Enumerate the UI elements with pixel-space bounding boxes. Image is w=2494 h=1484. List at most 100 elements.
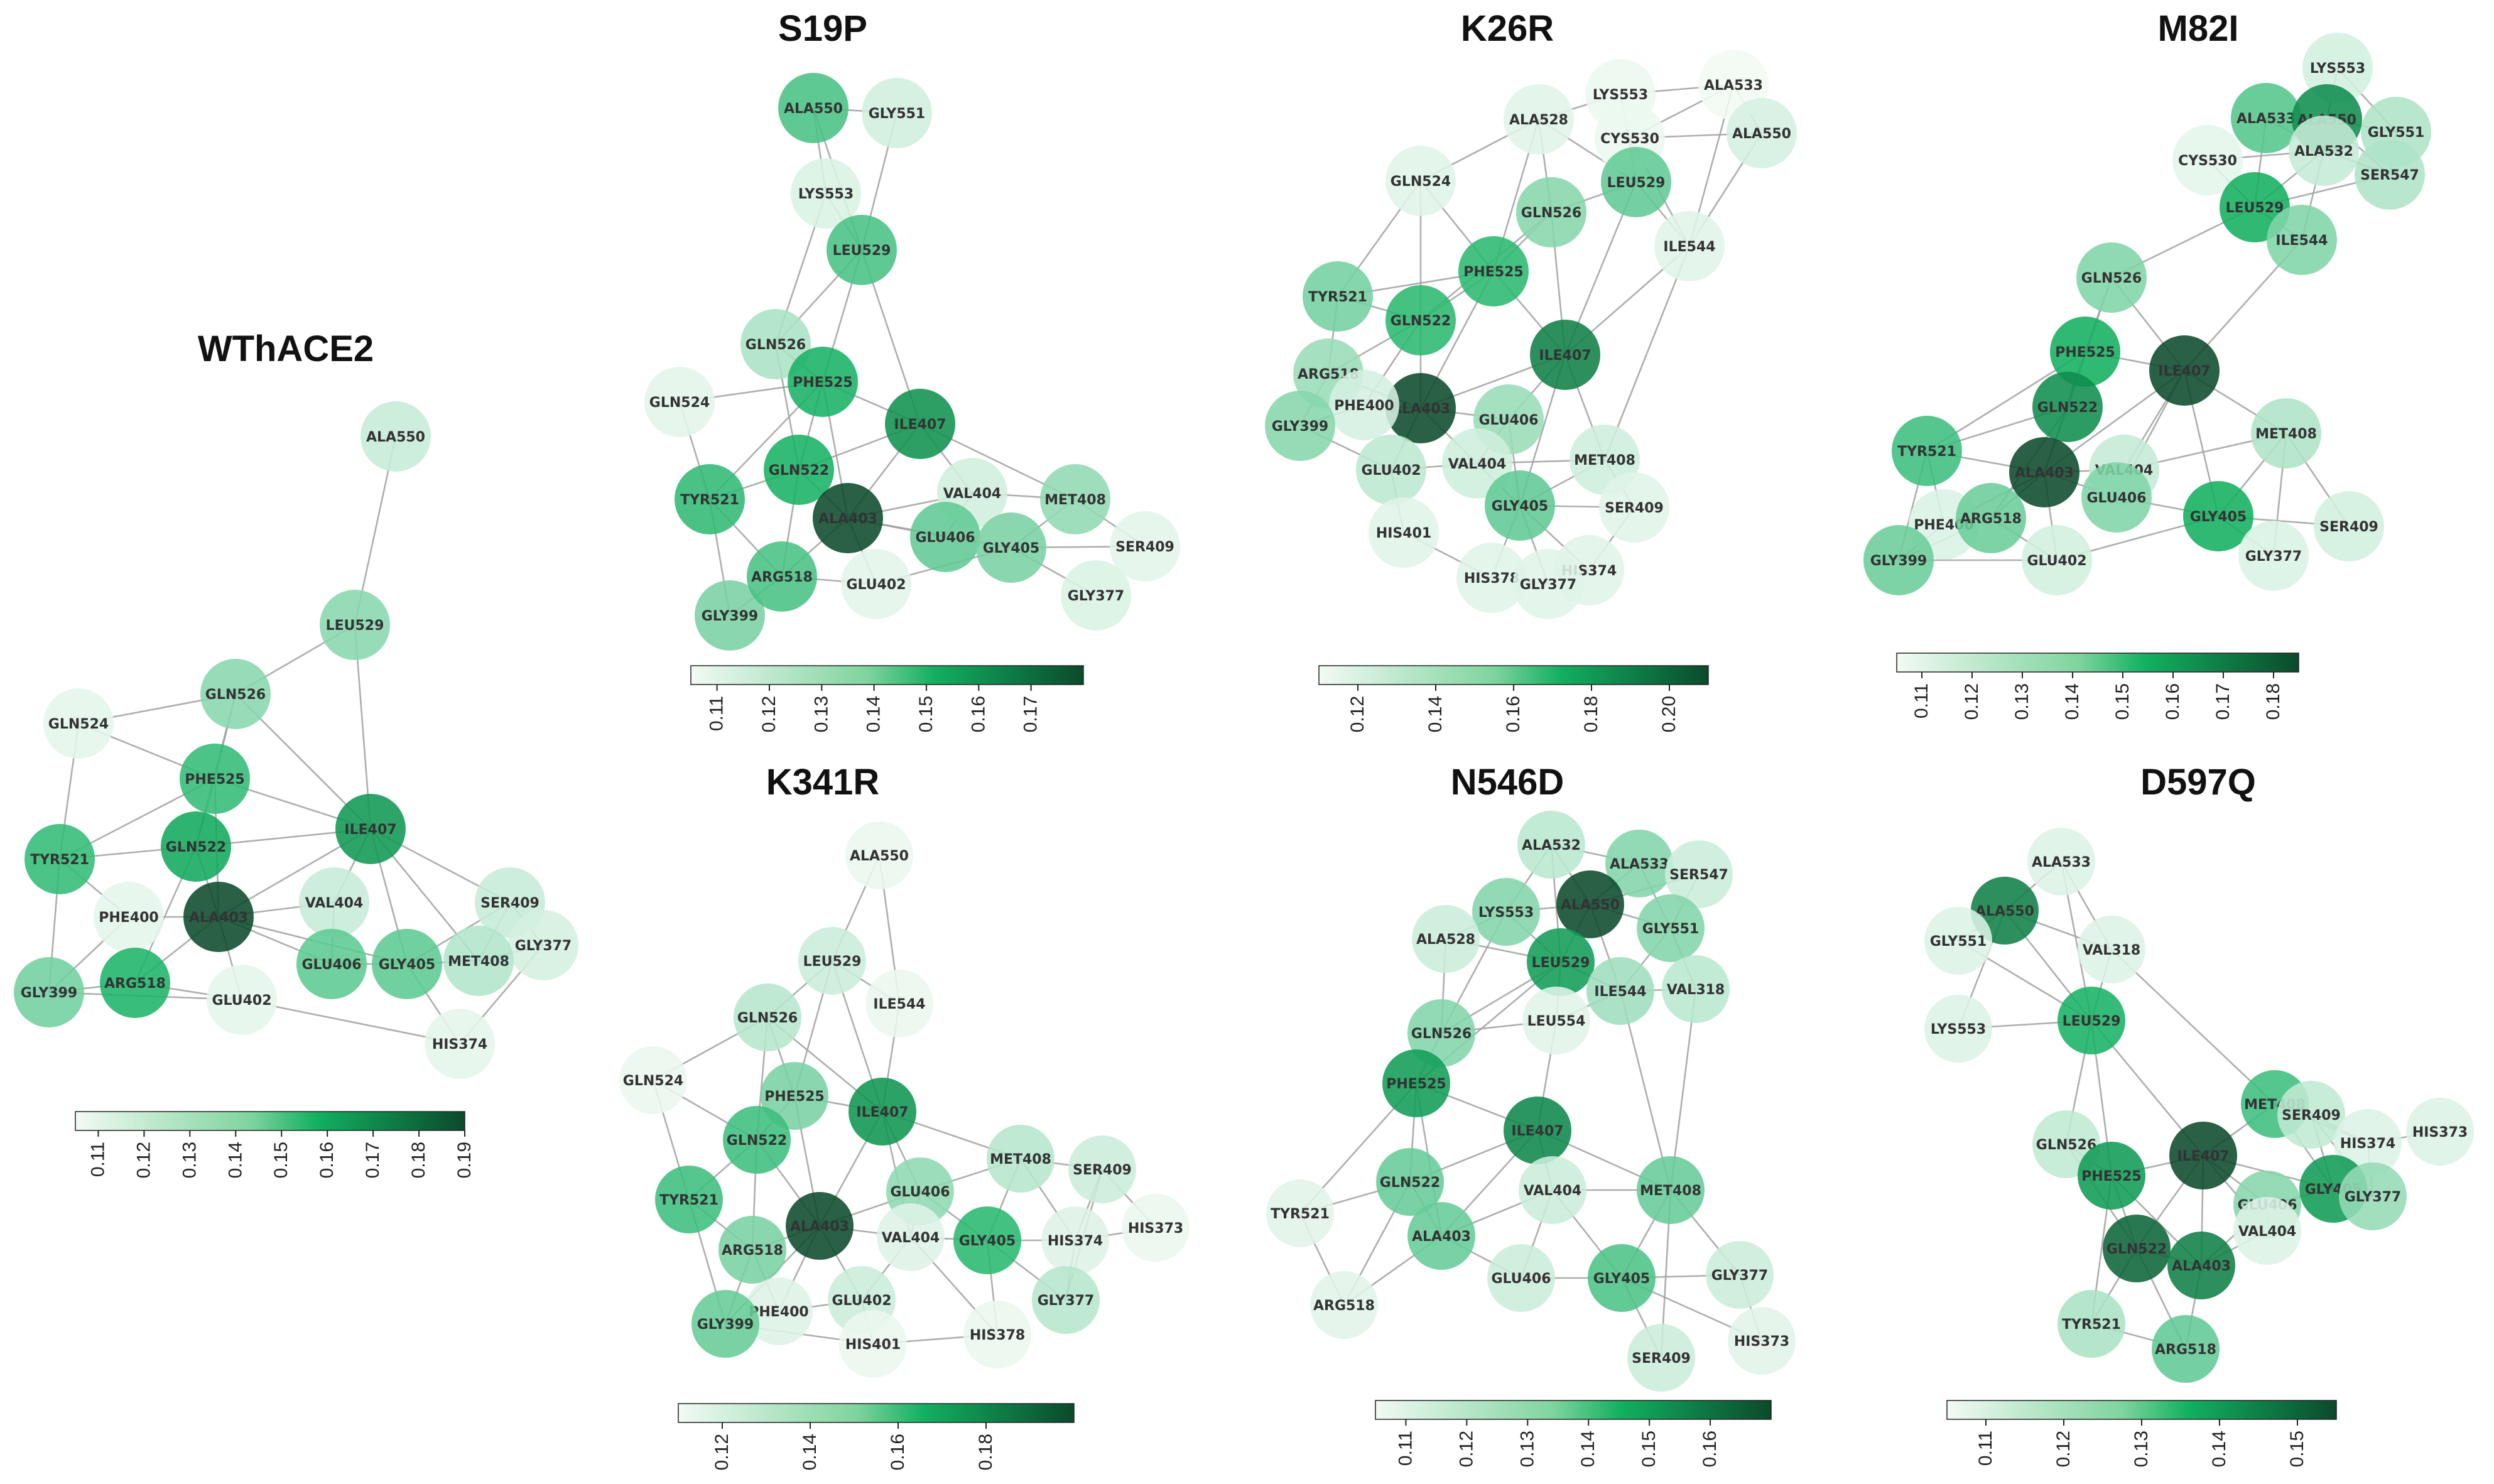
node-circle: [1892, 416, 1962, 486]
node-leu529: LEU529: [827, 215, 897, 285]
panel-title-k341r: K341R: [766, 762, 880, 803]
panel-k26r: K26R LYS553 ALA533 ALA528 CYS530 ALA550 GLN524…: [1265, 8, 1797, 732]
node-circle: [619, 1046, 687, 1114]
node-gly405: GLY405: [2183, 481, 2253, 551]
node-label: LEU529: [803, 954, 862, 970]
node-tyr521: TYR521: [1303, 261, 1373, 332]
node-circle: [372, 929, 442, 999]
node-circle: [1530, 320, 1600, 390]
node-label: GLU402: [846, 577, 906, 593]
node-circle: [841, 549, 911, 619]
node-phe525: PHE525: [1382, 1049, 1450, 1117]
node-label: ARG518: [1960, 511, 2022, 527]
node-phe525: PHE525: [2050, 317, 2120, 387]
edge-GLU402-HIS374: [241, 999, 460, 1045]
node-circle: [1605, 830, 1673, 897]
node-ser409: SER409: [1627, 1324, 1695, 1392]
node-label: MET408: [1044, 492, 1106, 508]
colorbar-tick-label: 0.13: [2012, 683, 2032, 720]
node-circle: [655, 1166, 723, 1233]
node-gln522: GLN522: [161, 811, 231, 882]
node-label: GLU406: [915, 530, 975, 546]
node-label: GLN526: [745, 337, 806, 353]
node-label: ALA533: [2032, 855, 2091, 870]
node-ile407: ILE407: [1530, 320, 1600, 390]
node-circle: [2172, 125, 2243, 195]
node-label: HIS374: [432, 1037, 487, 1053]
node-circle: [1485, 470, 1555, 541]
colorbar-tick-label: 0.11: [707, 696, 727, 731]
node-circle: [740, 309, 811, 379]
node-circle: [425, 1009, 495, 1079]
node-label: PHE525: [1463, 264, 1524, 280]
node-label: GLY551: [1642, 921, 1700, 937]
node-label: ILE407: [856, 1105, 908, 1120]
node-label: ALA403: [818, 511, 877, 527]
node-label: GLN526: [2036, 1137, 2096, 1153]
node-label: TYR521: [1271, 1206, 1330, 1222]
node-circle: [695, 580, 765, 651]
node-label: LEU529: [2226, 200, 2284, 216]
node-label: GLU402: [2027, 553, 2086, 569]
node-label: ILE544: [2275, 233, 2328, 249]
node-label: ARG518: [104, 976, 166, 992]
node-circle: [862, 78, 932, 148]
node-gln526: GLN526: [1516, 177, 1586, 247]
node-lys553: LYS553: [1924, 995, 1992, 1063]
node-label: VAL404: [1524, 1183, 1582, 1199]
node-label: GLN526: [1411, 1026, 1472, 1042]
node-label: VAL318: [1667, 982, 1725, 998]
node-label: GLY405: [2190, 509, 2247, 525]
node-tyr521: TYR521: [1266, 1179, 1334, 1247]
node-circle: [1637, 894, 1705, 962]
node-circle: [778, 73, 849, 143]
node-circle: [839, 1310, 907, 1378]
colorbar-tick-label: 0.17: [1021, 696, 1041, 732]
node-circle: [845, 821, 913, 889]
panel-title-m82i: M82I: [2158, 8, 2239, 49]
node-label: LEU554: [1527, 1014, 1586, 1029]
node-circle: [2183, 481, 2253, 551]
node-gly405: GLY405: [1485, 470, 1555, 541]
node-label: GLY405: [1593, 1271, 1651, 1287]
colorbar-tick-label: 0.19: [454, 1142, 475, 1178]
node-gly377: GLY377: [1032, 1266, 1100, 1334]
nodes-wt: ALA550 LEU529 GLN526 GLN524 PHE525 ILE407 TYR5…: [14, 401, 578, 1079]
node-label: ALA533: [2236, 111, 2296, 127]
node-circle: [1407, 1202, 1475, 1270]
colorbar-tick-label: 0.14: [1578, 1431, 1598, 1467]
edge-ILE544-MET408: [1603, 246, 1691, 460]
node-circle: [2251, 398, 2321, 468]
node-label: LEU529: [833, 243, 891, 259]
node-circle: [1654, 211, 1725, 281]
node-ala403: ALA403: [183, 882, 254, 952]
node-circle: [877, 1203, 945, 1271]
node-circle: [1956, 483, 2026, 553]
node-circle: [2406, 1098, 2474, 1166]
node-arg518: ARG518: [2152, 1315, 2220, 1383]
node-label: GLU406: [2086, 490, 2146, 506]
colorbar-tick-label: 0.16: [1700, 1431, 1720, 1467]
node-ser547: SER547: [2355, 139, 2425, 210]
node-gln526: GLN526: [1407, 999, 1475, 1067]
node-circle: [734, 983, 801, 1051]
node-label: ALA550: [1732, 126, 1791, 142]
colorbar-tick-label: 0.16: [1503, 696, 1524, 732]
node-circle: [2169, 1122, 2237, 1189]
node-circle: [100, 948, 170, 1018]
node-circle: [1728, 1307, 1796, 1375]
node-label: ILE407: [894, 417, 946, 433]
node-gln524: GLN524: [1385, 146, 1456, 216]
node-phe525: PHE525: [2078, 1142, 2145, 1210]
node-circle: [2231, 83, 2301, 153]
node-gly551: GLY551: [1924, 907, 1992, 975]
node-glu406: GLU406: [1487, 1244, 1555, 1312]
node-circle: [1706, 1241, 1774, 1309]
colorbar-bar: [1896, 653, 2299, 673]
node-label: HIS373: [1734, 1334, 1789, 1350]
colorbar-bar: [75, 1111, 465, 1131]
colorbar-tick-label: 0.15: [2287, 1431, 2307, 1467]
colorbar-tick-label: 0.12: [133, 1142, 154, 1178]
node-label: ALA403: [1412, 1229, 1471, 1245]
